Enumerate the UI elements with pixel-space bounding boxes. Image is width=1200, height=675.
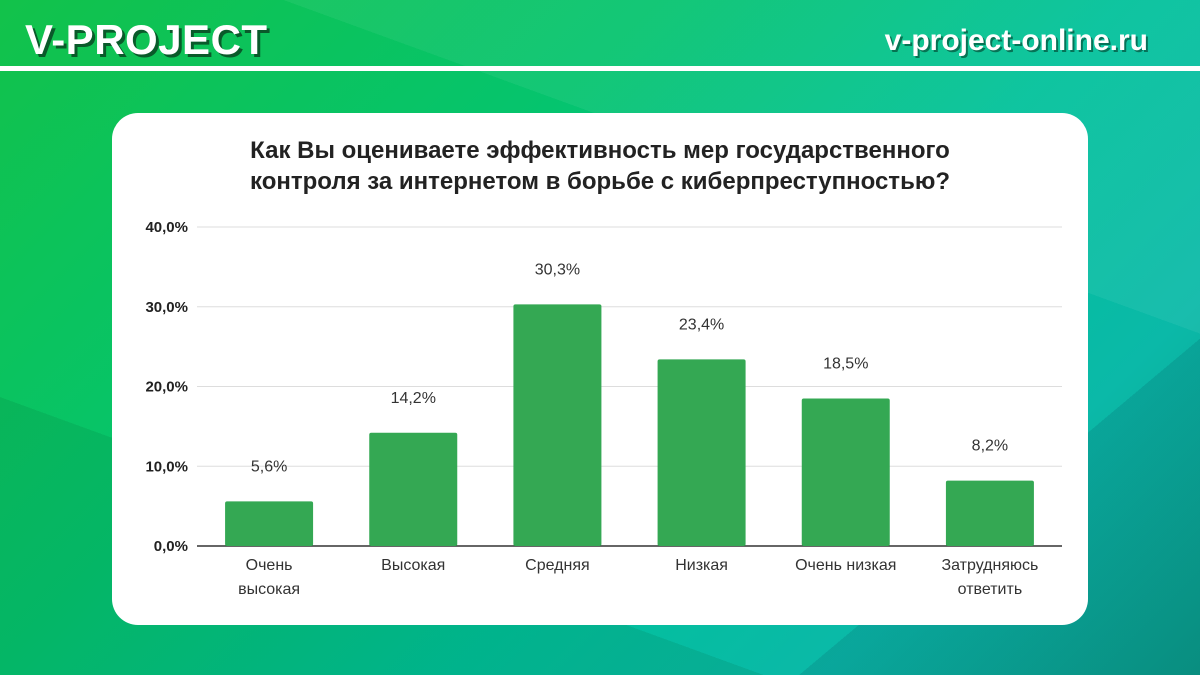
bar (513, 304, 602, 546)
data-label: 5,6% (251, 458, 287, 475)
y-tick-label: 10,0% (145, 458, 188, 475)
bar (801, 398, 890, 546)
x-tick-label: Средняя (525, 557, 590, 574)
bar (657, 359, 746, 546)
bar (945, 480, 1034, 546)
data-label: 30,3% (535, 261, 580, 278)
data-label: 8,2% (972, 438, 1008, 455)
x-tick-label: Очень низкая (795, 557, 896, 574)
chart-title-line: Как Вы оцениваете эффективность мер госу… (250, 137, 950, 164)
logo: V-PROJECT (25, 16, 268, 63)
y-tick-label: 30,0% (145, 299, 188, 316)
x-tick-label: Низкая (675, 557, 728, 574)
y-tick-label: 20,0% (145, 379, 188, 396)
bar (369, 432, 458, 546)
data-label: 14,2% (391, 390, 436, 407)
chart-title-line: контроля за интернетом в борьбе с киберп… (250, 168, 950, 195)
data-label: 18,5% (823, 355, 868, 372)
bar (225, 501, 314, 546)
x-tick-label: Затрудняюсь (941, 557, 1038, 574)
x-tick-label: Очень (246, 557, 293, 574)
x-tick-label: ответить (958, 581, 1023, 598)
x-tick-label: высокая (238, 581, 300, 598)
header-divider (0, 66, 1200, 71)
chart-title: Как Вы оцениваете эффективность мер госу… (112, 135, 1088, 197)
y-tick-label: 0,0% (154, 538, 188, 555)
data-label: 23,4% (679, 316, 724, 333)
x-tick-label: Высокая (381, 557, 445, 574)
y-tick-label: 40,0% (145, 219, 188, 236)
site-url[interactable]: v-project-online.ru (884, 24, 1148, 57)
